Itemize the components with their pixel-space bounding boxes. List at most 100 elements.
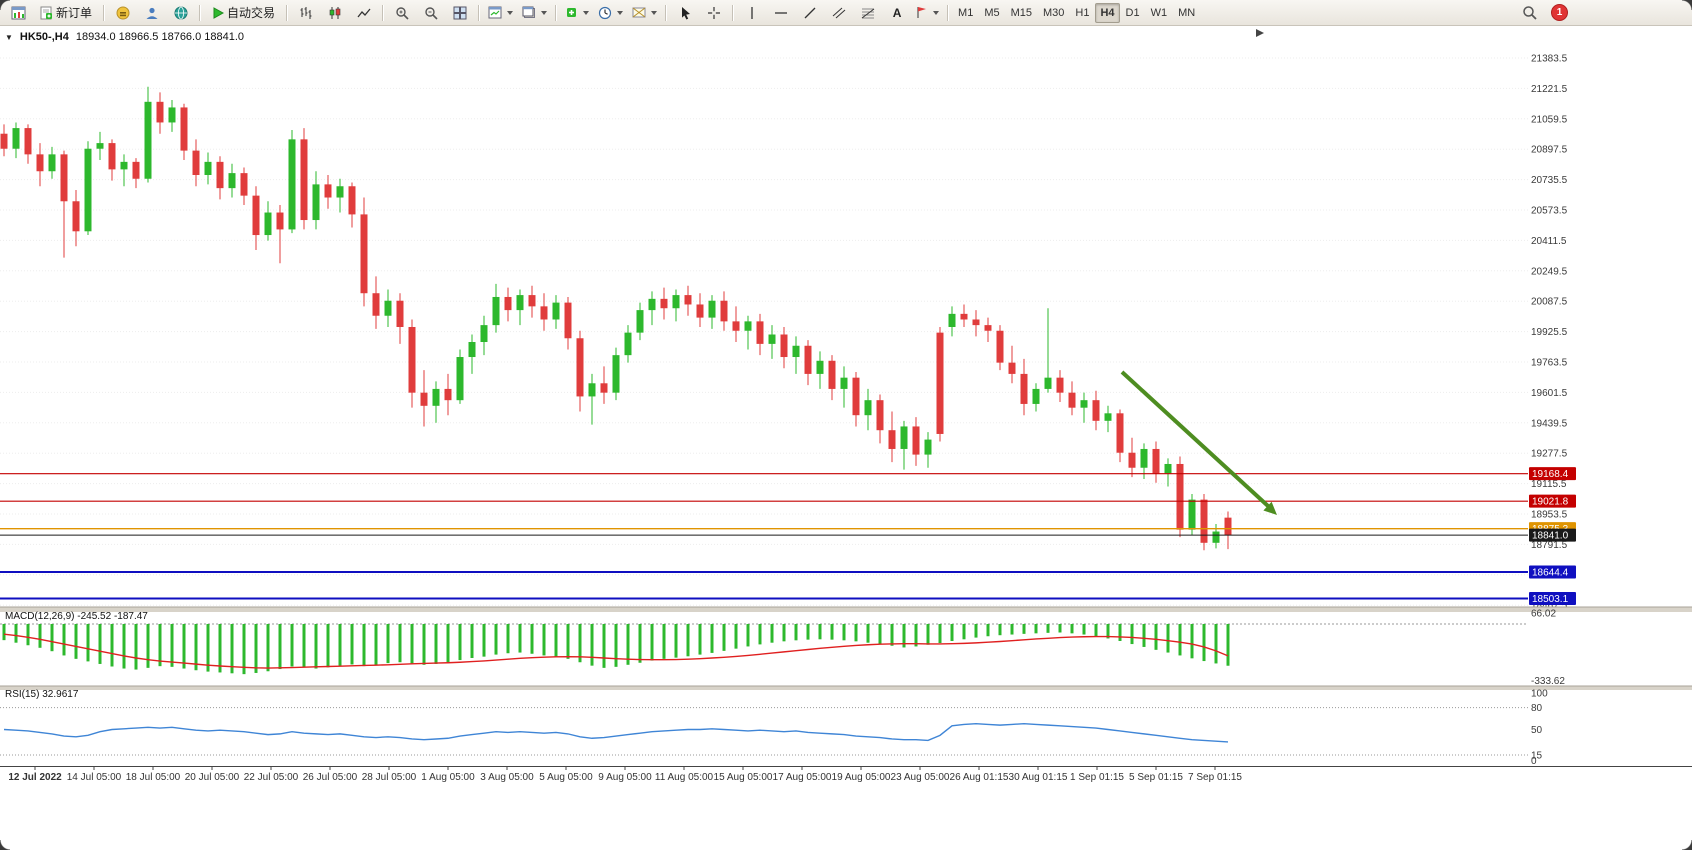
timeframe-mn-button[interactable]: MN [1173,3,1200,23]
candle-body [180,107,188,151]
time-axis-label: 5 Aug 05:00 [539,772,593,783]
macd-axis-label: 66.02 [1531,608,1556,619]
candle-body [912,426,920,455]
crosshair-button[interactable] [700,2,728,24]
zoom-in-button[interactable] [388,2,416,24]
candlestick-chart-button[interactable] [321,2,349,24]
candle-body [1068,392,1076,408]
candle-body [0,133,8,149]
candle-body [396,300,404,327]
market-depth-button[interactable] [109,2,137,24]
candle-body [552,302,560,320]
tile-windows-button[interactable] [446,2,474,24]
profile-button[interactable] [138,2,166,24]
chevron-down-icon [617,10,624,15]
timeframe-w1-button[interactable]: W1 [1146,3,1173,23]
horizontal-line-button[interactable] [767,2,795,24]
cursor-button[interactable] [671,2,699,24]
new-order-button[interactable]: 新订单 [33,2,99,24]
rsi-axis-label: 0 [1531,756,1537,767]
candle-body [216,161,224,189]
toolbar-separator [103,4,106,21]
candle-body [840,377,848,389]
auto-trading-button[interactable]: 自动交易 [205,2,282,24]
timeframe-m30-button[interactable]: M30 [1038,3,1069,23]
notification-badge[interactable]: 1 [1551,4,1568,21]
toolbar: 新订单 自动交易 [0,0,1692,26]
community-button[interactable] [167,2,195,24]
candle-body [36,154,44,172]
price-tag [1529,592,1576,606]
text-button[interactable]: A [883,2,911,24]
profiles-icon [522,6,536,18]
timeframe-h1-button[interactable]: H1 [1070,3,1094,23]
timeframe-m15-button[interactable]: M15 [1006,3,1037,23]
trendline-button[interactable] [796,2,824,24]
candle-body [1044,377,1052,389]
candle-body [828,360,836,389]
templates-button[interactable] [628,2,661,24]
time-axis-label: 22 Jul 05:00 [244,772,299,783]
channel-button[interactable] [825,2,853,24]
profiles-button[interactable] [518,2,551,24]
time-axis-label: 5 Sep 01:15 [1129,772,1183,783]
collapse-caret-icon[interactable]: ▼ [5,32,13,42]
candle-body [732,321,740,331]
candle-body [1032,388,1040,404]
candle-body [1188,499,1196,530]
candle-body [660,298,668,309]
zoom-out-button[interactable] [417,2,445,24]
vertical-line-icon [751,6,753,19]
candle-body [132,161,140,179]
candle-body [1200,499,1208,543]
clock-icon [598,6,612,19]
candle-body [144,101,152,179]
candle-body [1008,362,1016,374]
candle-body [612,355,620,393]
new-chart-button[interactable] [484,2,517,24]
time-axis-label: 20 Jul 05:00 [185,772,240,783]
indicators-button[interactable] [561,2,593,24]
periods-button[interactable] [594,2,627,24]
candle-body [312,184,320,221]
line-chart-button[interactable] [350,2,378,24]
bar-chart-button[interactable] [292,2,320,24]
candle-body [348,186,356,215]
time-axis-label: 7 Sep 01:15 [1188,772,1242,783]
candle-body [96,143,104,149]
fibonacci-button[interactable] [854,2,882,24]
candle-body [516,295,524,311]
chart-window-button[interactable] [4,2,32,24]
candle-body [1092,400,1100,421]
timeframe-d1-button[interactable]: D1 [1121,3,1145,23]
candle-body [576,338,584,397]
time-axis-label: 26 Aug 01:15 [950,772,1009,783]
timeframe-label: H1 [1075,6,1090,19]
candle-body [1224,517,1232,536]
toolbar-right-group: 1 [1515,2,1568,24]
candle-body [804,345,812,374]
arrows-button[interactable] [912,2,943,24]
price-axis-label: 19925.5 [1531,327,1568,338]
candle-body [780,334,788,358]
timeframe-m1-button[interactable]: M1 [953,3,978,23]
timeframe-m5-button[interactable]: M5 [979,3,1004,23]
zoom-in-icon [396,6,409,20]
candle-body [888,430,896,449]
timeframe-h4-button[interactable]: H4 [1095,2,1120,23]
price-tag-label: 18841.0 [1532,531,1569,542]
chevron-down-icon [541,10,548,15]
candle-body [1020,373,1028,404]
vertical-line-button[interactable] [738,2,766,24]
candle-body [408,326,416,393]
search-button[interactable] [1515,2,1543,24]
candle-body [264,212,272,236]
toolbar-separator [478,4,481,21]
candle-body [792,345,800,358]
candle-body [636,310,644,333]
tile-windows-icon [453,6,467,19]
rsi-line [3,722,1229,743]
price-axis-label: 20573.5 [1531,206,1568,217]
candle-body [12,128,20,149]
